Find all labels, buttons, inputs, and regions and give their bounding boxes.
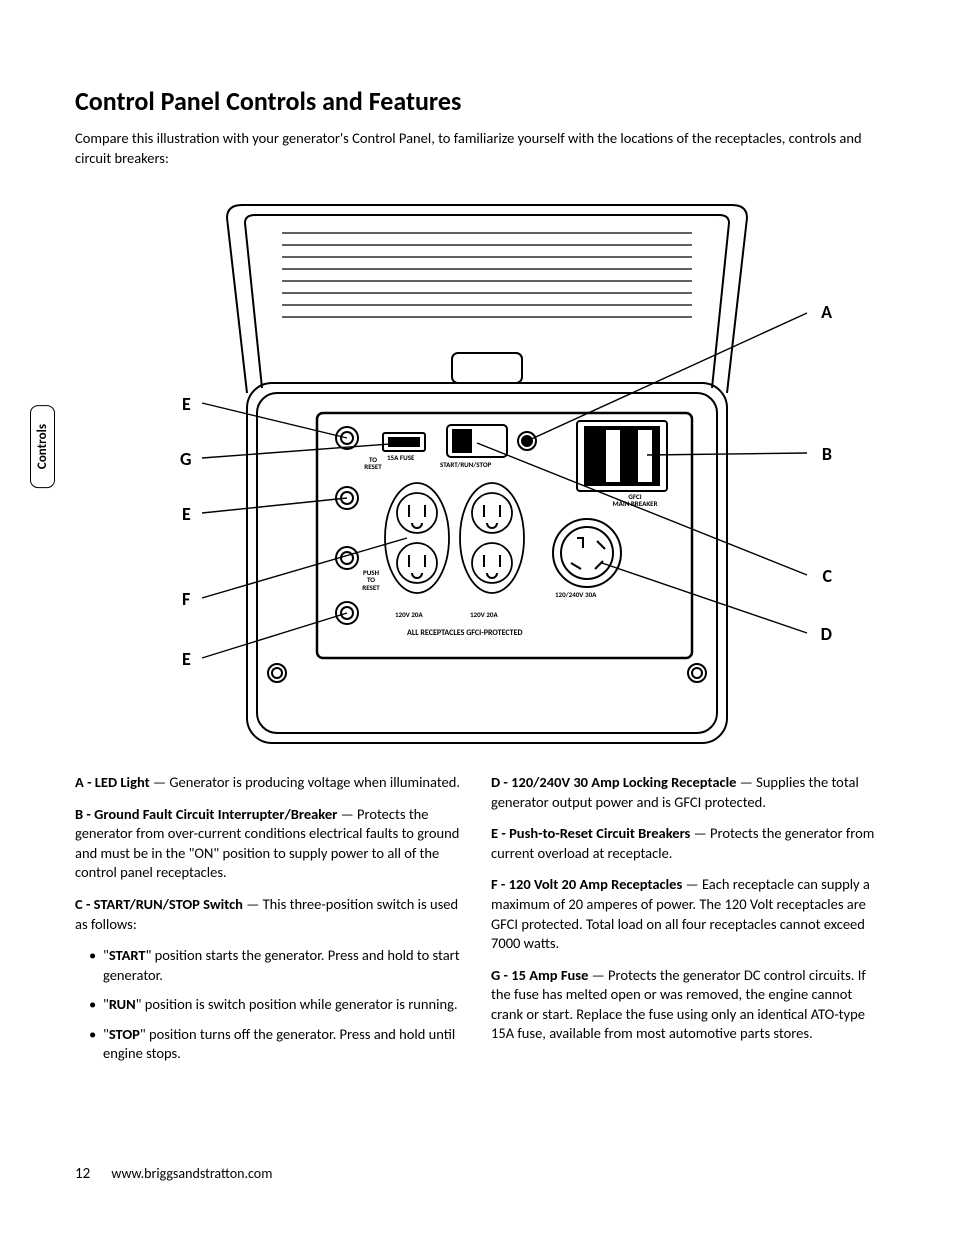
definitions: A - LED Light — Generator is producing v…: [75, 773, 879, 1074]
callout-G: G: [180, 448, 191, 470]
definitions-left: A - LED Light — Generator is producing v…: [75, 773, 463, 1074]
page-number: 12: [75, 1165, 90, 1183]
label-120240v30a: 120/240V 30A: [555, 591, 596, 598]
def-A-text: — Generator is producing voltage when il…: [150, 773, 460, 791]
def-C-run: "RUN" position is switch position while …: [89, 995, 463, 1015]
def-G-term: G - 15 Amp Fuse: [491, 966, 588, 984]
definitions-right: D - 120/240V 30 Amp Locking Receptacle —…: [491, 773, 879, 1074]
def-F-term: F - 120 Volt 20 Amp Receptacles: [491, 875, 682, 893]
intro-text: Compare this illustration with your gene…: [75, 129, 879, 168]
callout-D: D: [821, 623, 832, 645]
footer-url: www.briggsandstratton.com: [111, 1165, 272, 1182]
control-panel-diagram: TORESET 15A FUSE START/RUN/STOP GFCIMAIN…: [107, 193, 847, 763]
callout-F: F: [182, 588, 190, 610]
label-to-reset: TORESET: [359, 456, 387, 471]
panel-svg: [107, 193, 847, 763]
callout-C: C: [822, 565, 832, 587]
def-D-term: D - 120/240V 30 Amp Locking Receptacle: [491, 773, 736, 791]
callout-E-1: E: [182, 393, 191, 415]
section-tab: Controls: [30, 405, 55, 488]
callout-B: B: [822, 443, 832, 465]
page-footer: 12 www.briggsandstratton.com: [75, 1165, 272, 1183]
def-A-term: A - LED Light: [75, 773, 150, 791]
def-E-term: E - Push-to-Reset Circuit Breakers: [491, 824, 690, 842]
callout-E-2: E: [182, 503, 191, 525]
def-B: B - Ground Fault Circuit Interrupter/Bre…: [75, 805, 463, 883]
def-C-stop: "STOP" position turns off the generator.…: [89, 1025, 463, 1064]
def-C: C - START/RUN/STOP Switch — This three-p…: [75, 895, 463, 934]
label-start-run-stop: START/RUN/STOP: [440, 461, 491, 468]
def-E: E - Push-to-Reset Circuit Breakers — Pro…: [491, 824, 879, 863]
label-push-to-reset: PUSHTORESET: [353, 569, 389, 591]
callout-E-3: E: [182, 648, 191, 670]
def-C-sublist: "START" position starts the generator. P…: [75, 946, 463, 1064]
def-F: F - 120 Volt 20 Amp Receptacles — Each r…: [491, 875, 879, 953]
def-A: A - LED Light — Generator is producing v…: [75, 773, 463, 793]
label-gfci: GFCIMAIN BREAKER: [600, 493, 670, 508]
def-C-term: C - START/RUN/STOP Switch: [75, 895, 243, 913]
def-C-start: "START" position starts the generator. P…: [89, 946, 463, 985]
def-B-term: B - Ground Fault Circuit Interrupter/Bre…: [75, 805, 337, 823]
page-title: Control Panel Controls and Features: [75, 85, 879, 117]
label-120v20a-2: 120V 20A: [470, 611, 498, 618]
def-G: G - 15 Amp Fuse — Protects the generator…: [491, 966, 879, 1044]
label-all-protected: ALL RECEPTACLES GFCI-PROTECTED: [407, 629, 523, 637]
label-120v20a-1: 120V 20A: [395, 611, 423, 618]
def-D: D - 120/240V 30 Amp Locking Receptacle —…: [491, 773, 879, 812]
callout-A: A: [821, 301, 832, 323]
label-15a-fuse: 15A FUSE: [387, 454, 414, 461]
